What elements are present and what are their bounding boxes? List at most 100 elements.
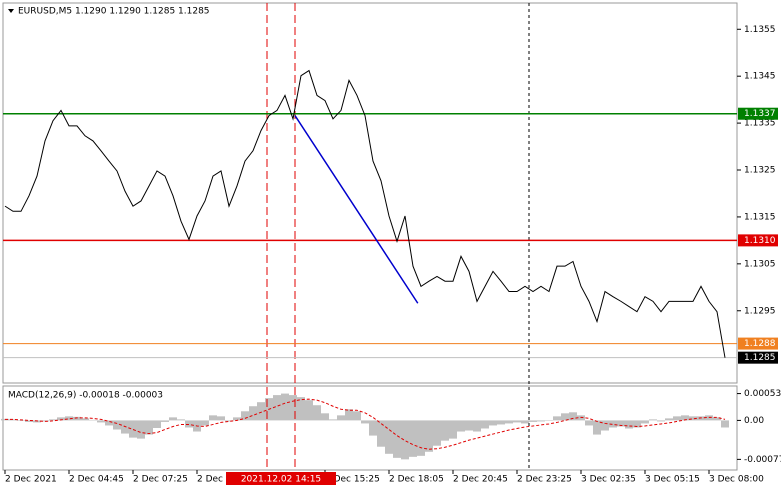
- macd-bar: [721, 420, 729, 428]
- x-tick-label: 2 Dec 2021: [5, 475, 57, 485]
- macd-bar: [41, 420, 49, 422]
- macd-bar: [81, 418, 89, 421]
- macd-bar: [257, 402, 265, 421]
- level-label-box: [738, 337, 778, 350]
- price-line: [4, 69, 726, 358]
- macd-bar: [585, 420, 593, 426]
- x-tick-label: 2 Dec 18:05: [389, 475, 444, 485]
- macd-bar: [569, 412, 577, 421]
- macd-bar: [345, 409, 353, 421]
- macd-bar: [489, 420, 497, 426]
- level-label: 1.1310: [744, 236, 776, 246]
- macd-bar: [89, 419, 97, 421]
- macd-bar: [513, 420, 521, 423]
- macd-bar: [417, 420, 425, 456]
- macd-bar: [353, 411, 361, 421]
- macd-title: MACD(12,26,9) -0.00018 -0.00003: [8, 391, 163, 401]
- level-label-box: [738, 351, 778, 364]
- macd-bar: [641, 420, 649, 424]
- macd-bar: [537, 420, 545, 422]
- macd-bar: [361, 420, 369, 424]
- chart-title: EURUSD,M5 1.1290 1.1290 1.1285 1.1285: [18, 7, 210, 17]
- macd-bar: [297, 397, 305, 421]
- macd-bar: [713, 417, 721, 421]
- macd-bar: [681, 415, 689, 421]
- macd-bar: [673, 416, 681, 421]
- x-tick-label: 2 Dec 1: [197, 475, 232, 485]
- macd-bar: [281, 393, 289, 421]
- macd-bar: [145, 420, 153, 435]
- macd-bar: [137, 420, 145, 439]
- macd-bar: [73, 416, 81, 421]
- x-tick-label: 3 Dec 05:15: [645, 475, 700, 485]
- macd-bar: [217, 416, 225, 421]
- y-tick-label: 1.1335: [744, 119, 776, 129]
- macd-bar: [289, 395, 297, 421]
- macd-bar: [209, 415, 217, 421]
- macd-bar: [521, 420, 529, 424]
- cursor-label: 2021.12.02 14:15: [241, 475, 321, 485]
- macd-bar: [505, 420, 513, 424]
- macd-bar: [481, 420, 489, 429]
- trendline: [294, 115, 419, 304]
- macd-bar: [9, 419, 17, 421]
- macd-bar: [17, 420, 25, 421]
- y-tick-label: 1.1355: [744, 25, 776, 35]
- macd-bar: [65, 416, 73, 421]
- macd-bar: [49, 419, 57, 421]
- macd-bar: [497, 420, 505, 425]
- macd-bar: [33, 420, 41, 423]
- macd-bar: [105, 420, 113, 426]
- macd-bar: [601, 420, 609, 431]
- macd-bar: [273, 395, 281, 421]
- y-tick-label: 0.00053: [744, 389, 781, 399]
- macd-bar: [153, 420, 161, 428]
- macd-bar: [25, 420, 33, 422]
- y-tick-label: 1.1345: [744, 72, 776, 82]
- macd-bar: [457, 420, 465, 432]
- macd-bar: [657, 420, 665, 422]
- x-tick-label: 2 Dec 20:45: [453, 475, 508, 485]
- macd-bar: [689, 416, 697, 421]
- x-tick-label: 3 Dec 02:35: [581, 475, 636, 485]
- macd-bar: [649, 419, 657, 421]
- macd-bar: [385, 420, 393, 454]
- cursor-label-box: [226, 472, 336, 485]
- y-tick-label: 1.1305: [744, 259, 776, 269]
- macd-bar: [449, 420, 457, 439]
- x-tick-label: 2 Dec 04:45: [69, 475, 124, 485]
- macd-bar: [233, 417, 241, 421]
- macd-bar: [561, 413, 569, 421]
- macd-bar: [313, 405, 321, 421]
- macd-bar: [377, 420, 385, 447]
- level-label-box: [738, 107, 778, 120]
- macd-bar: [129, 420, 137, 438]
- macd-bar: [441, 420, 449, 441]
- macd-bar: [305, 400, 313, 421]
- macd-bar: [433, 420, 441, 446]
- macd-bar: [409, 420, 417, 457]
- macd-bar: [553, 416, 561, 421]
- price-panel: [2, 2, 738, 384]
- macd-bar: [697, 416, 705, 421]
- y-tick-label: -0.00077: [744, 455, 781, 465]
- menu-icon[interactable]: [8, 9, 14, 13]
- macd-bar: [177, 419, 185, 421]
- macd-bar: [633, 420, 641, 428]
- y-tick-label: 1.1325: [744, 166, 776, 176]
- y-tick-label: 1.1295: [744, 306, 776, 316]
- macd-bar: [545, 420, 553, 421]
- macd-bar: [401, 420, 409, 460]
- level-label-box: [738, 234, 778, 247]
- macd-bar: [169, 417, 177, 421]
- macd-bar: [185, 420, 193, 428]
- macd-bar: [665, 418, 673, 421]
- macd-bar: [473, 420, 481, 432]
- macd-bar: [97, 420, 105, 423]
- macd-panel: [2, 385, 738, 471]
- x-tick-label: 2 Dec 23:25: [517, 475, 572, 485]
- macd-bar: [241, 411, 249, 421]
- x-tick-label: 2 Dec 15:25: [325, 475, 380, 485]
